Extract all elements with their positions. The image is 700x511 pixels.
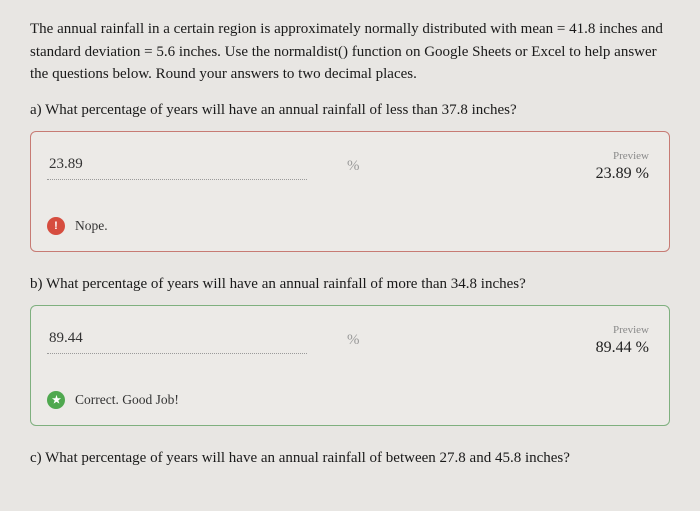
feedback-b-text: Correct. Good Job! <box>75 392 179 408</box>
preview-b-label: Preview <box>596 324 649 336</box>
question-b-box: % Preview 89.44 % Correct. Good Job! <box>30 305 670 426</box>
question-c-label: c) What percentage of years will have an… <box>30 448 670 469</box>
answer-b-input[interactable] <box>47 326 307 354</box>
qc-value1: 27.8 <box>440 450 466 466</box>
intro-part1: The annual rainfall in a certain region … <box>30 21 557 37</box>
question-a-row: % Preview 23.89 % <box>31 132 669 183</box>
question-b-row: % Preview 89.44 % <box>31 306 669 357</box>
preview-a-value: 23.89 % <box>596 165 649 183</box>
preview-b-value: 89.44 % <box>596 339 649 357</box>
question-a-box: % Preview 23.89 % ! Nope. <box>30 131 670 252</box>
question-b-label: b) What percentage of years will have an… <box>30 274 670 295</box>
qc-suffix: inches? <box>521 450 570 466</box>
qb-suffix: inches? <box>477 276 526 292</box>
qc-prefix: c) What percentage of years will have an… <box>30 450 440 466</box>
question-a-label: a) What percentage of years will have an… <box>30 100 670 121</box>
answer-a-wrap: % <box>47 150 596 183</box>
qc-mid: and <box>466 450 495 466</box>
feedback-b: Correct. Good Job! <box>31 375 669 425</box>
intro-text: The annual rainfall in a certain region … <box>30 18 670 86</box>
qa-value: 37.8 <box>442 102 468 118</box>
qa-prefix: a) What percentage of years will have an… <box>30 102 442 118</box>
preview-a-label: Preview <box>596 150 649 162</box>
error-icon: ! <box>47 217 65 235</box>
preview-b: Preview 89.44 % <box>596 324 653 357</box>
answer-b-unit: % <box>347 332 360 349</box>
intro-sd: = 5.6 <box>144 44 175 60</box>
answer-b-wrap: % <box>47 324 596 357</box>
star-icon <box>47 391 65 409</box>
feedback-a: ! Nope. <box>31 201 669 251</box>
qa-suffix: inches? <box>468 102 517 118</box>
intro-mean: = 41.8 <box>557 21 595 37</box>
page: The annual rainfall in a certain region … <box>0 0 700 469</box>
qb-value: 34.8 <box>451 276 477 292</box>
answer-a-unit: % <box>347 158 360 175</box>
qb-prefix: b) What percentage of years will have an… <box>30 276 451 292</box>
answer-a-input[interactable] <box>47 152 307 180</box>
qc-value2: 45.8 <box>495 450 521 466</box>
preview-a: Preview 23.89 % <box>596 150 653 183</box>
feedback-a-text: Nope. <box>75 218 108 234</box>
